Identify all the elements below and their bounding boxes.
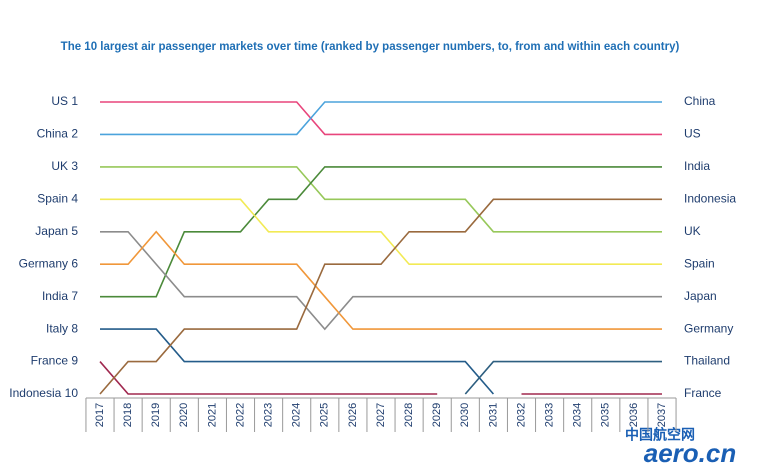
y-tick-label: Italy 8 (46, 321, 78, 335)
series-line (100, 230, 662, 330)
y-tick-label: Germany 6 (19, 256, 79, 270)
y-tick-label: Indonesia 10 (9, 386, 78, 400)
y-tick-label: Spain 4 (37, 192, 78, 206)
x-tick-label: 2031 (487, 403, 499, 427)
y-tick-label: US 1 (51, 94, 78, 108)
y2-tick-label: China (684, 94, 716, 108)
y2-tick-label: UK (684, 224, 701, 238)
series-line (100, 328, 495, 395)
series-line (100, 101, 662, 136)
y2-tick-label: France (684, 386, 722, 400)
series-line (99, 198, 662, 395)
y2-tick-label: Japan (684, 289, 717, 303)
y2-tick-label: Spain (684, 256, 715, 270)
x-tick-label: 2032 (515, 403, 527, 427)
x-tick-label: 2036 (628, 403, 640, 427)
chart-title: The 10 largest air passenger markets ove… (61, 41, 680, 53)
x-tick-label: 2019 (150, 403, 162, 427)
x-tick-label: 2027 (375, 403, 387, 427)
x-tick-label: 2018 (122, 403, 134, 427)
y2-tick-label: US (684, 127, 701, 141)
watermark: 中国航空网 (625, 427, 695, 443)
x-tick-label: 2030 (459, 403, 471, 427)
y-tick-label: Japan 5 (35, 224, 78, 238)
series-line (464, 360, 662, 395)
x-tick-label: 2020 (178, 403, 190, 427)
x-tick-label: 2024 (291, 403, 303, 427)
y-tick-label: UK 3 (51, 159, 78, 173)
series-line (100, 166, 662, 233)
series-line (100, 230, 662, 331)
y-tick-label: China 2 (37, 127, 79, 141)
x-tick-label: 2017 (94, 403, 106, 427)
y2-tick-label: India (684, 159, 710, 173)
y2-tick-label: Thailand (684, 354, 730, 368)
watermark-site: aero.cn (644, 438, 737, 468)
x-tick-label: 2034 (572, 403, 584, 427)
x-tick-label: 2022 (234, 403, 246, 427)
x-tick-label: 2037 (656, 403, 668, 427)
x-tick-label: 2026 (347, 403, 359, 427)
x-tick-label: 2021 (206, 403, 218, 427)
y-tick-label: France 9 (31, 354, 79, 368)
series-line (100, 166, 662, 298)
x-tick-label: 2025 (319, 403, 331, 427)
y-tick-label: India 7 (42, 289, 78, 303)
x-tick-label: 2023 (263, 403, 275, 427)
series-line (99, 361, 662, 395)
y2-tick-label: Indonesia (684, 192, 736, 206)
x-tick-label: 2035 (600, 403, 612, 427)
series-line (100, 101, 662, 136)
x-tick-label: 2033 (544, 403, 556, 427)
x-tick-label: 2029 (431, 403, 443, 427)
x-tick-label: 2028 (403, 403, 415, 427)
series-line (100, 198, 662, 266)
y2-tick-label: Germany (684, 321, 733, 335)
